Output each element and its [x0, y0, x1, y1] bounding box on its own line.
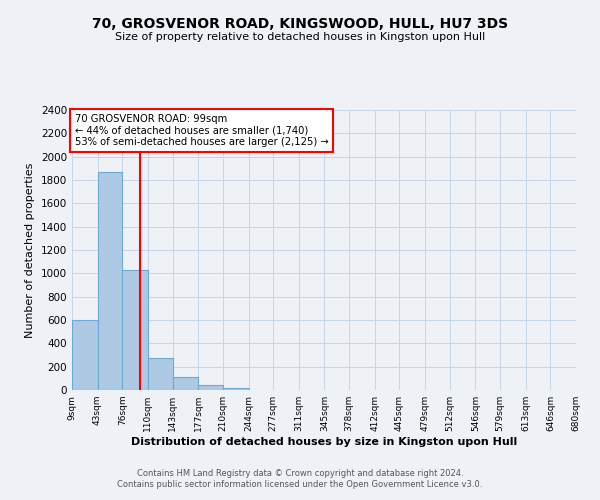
Bar	[122, 270, 148, 390]
Bar	[72, 320, 98, 390]
Bar	[173, 376, 198, 390]
Text: Contains public sector information licensed under the Open Government Licence v3: Contains public sector information licen…	[118, 480, 482, 489]
Text: 70, GROSVENOR ROAD, KINGSWOOD, HULL, HU7 3DS: 70, GROSVENOR ROAD, KINGSWOOD, HULL, HU7…	[92, 18, 508, 32]
Bar	[98, 172, 122, 390]
Bar	[223, 388, 248, 390]
Text: 70 GROSVENOR ROAD: 99sqm
← 44% of detached houses are smaller (1,740)
53% of sem: 70 GROSVENOR ROAD: 99sqm ← 44% of detach…	[74, 114, 328, 148]
Bar	[148, 358, 173, 390]
Bar	[198, 385, 223, 390]
Text: Contains HM Land Registry data © Crown copyright and database right 2024.: Contains HM Land Registry data © Crown c…	[137, 468, 463, 477]
X-axis label: Distribution of detached houses by size in Kingston upon Hull: Distribution of detached houses by size …	[131, 437, 517, 447]
Text: Size of property relative to detached houses in Kingston upon Hull: Size of property relative to detached ho…	[115, 32, 485, 42]
Y-axis label: Number of detached properties: Number of detached properties	[25, 162, 35, 338]
